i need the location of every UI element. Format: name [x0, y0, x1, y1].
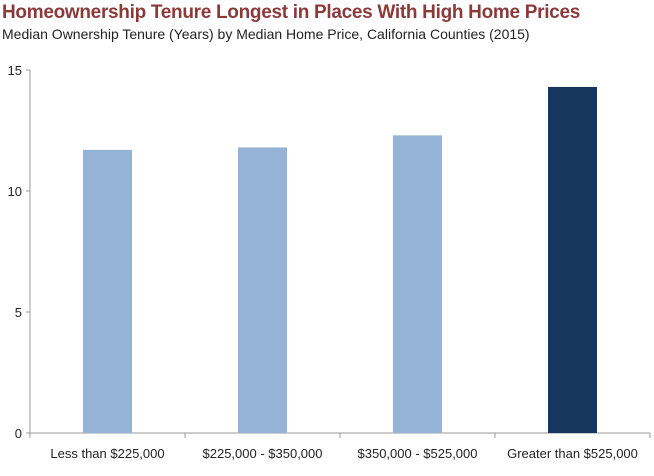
- y-tick-label: 5: [15, 305, 22, 320]
- y-tick-label: 10: [8, 184, 22, 199]
- chart-title: Homeownership Tenure Longest in Places W…: [2, 2, 580, 23]
- chart-subtitle: Median Ownership Tenure (Years) by Media…: [2, 26, 530, 42]
- x-tick-label: $225,000 - $350,000: [203, 446, 323, 461]
- x-tick-label: $350,000 - $525,000: [358, 446, 478, 461]
- x-tick-label: Greater than $525,000: [507, 446, 638, 461]
- bar-4: [548, 86, 597, 433]
- bar-1: [83, 149, 132, 434]
- bar-3: [393, 135, 442, 433]
- y-tick-label: 0: [15, 426, 22, 441]
- y-tick-label: 15: [8, 63, 22, 78]
- x-tick-label: Less than $225,000: [50, 446, 164, 461]
- bar-2: [238, 147, 287, 433]
